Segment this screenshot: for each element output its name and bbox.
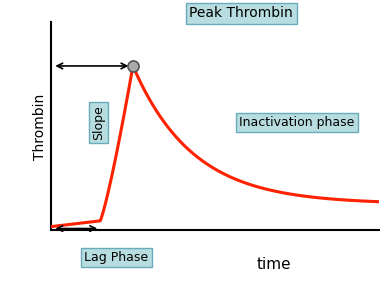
Text: time: time [257,257,291,273]
Text: Peak Thrombin: Peak Thrombin [190,6,293,21]
Text: Inactivation phase: Inactivation phase [239,116,355,129]
Text: Slope: Slope [92,105,105,140]
Text: Lag Phase: Lag Phase [84,251,149,264]
Y-axis label: Thrombin: Thrombin [33,93,47,160]
